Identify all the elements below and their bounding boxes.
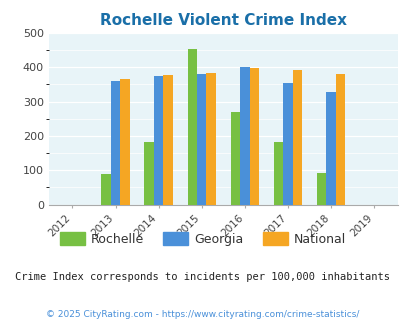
Bar — [206, 73, 215, 205]
Bar — [196, 74, 206, 205]
Bar — [153, 76, 163, 205]
Bar — [273, 142, 283, 205]
Text: Crime Index corresponds to incidents per 100,000 inhabitants: Crime Index corresponds to incidents per… — [15, 273, 390, 282]
Bar — [283, 83, 292, 205]
Bar — [101, 174, 111, 205]
Text: © 2025 CityRating.com - https://www.cityrating.com/crime-statistics/: © 2025 CityRating.com - https://www.city… — [46, 310, 359, 319]
Bar — [111, 81, 120, 205]
Bar — [249, 68, 258, 205]
Legend: Rochelle, Georgia, National: Rochelle, Georgia, National — [55, 227, 350, 251]
Bar — [120, 79, 130, 205]
Bar — [292, 70, 301, 205]
Bar — [316, 173, 326, 205]
Title: Rochelle Violent Crime Index: Rochelle Violent Crime Index — [100, 13, 346, 28]
Bar — [335, 74, 344, 205]
Bar — [144, 142, 153, 205]
Bar — [187, 50, 196, 205]
Bar — [230, 112, 239, 205]
Bar — [326, 92, 335, 205]
Bar — [239, 67, 249, 205]
Bar — [163, 75, 173, 205]
